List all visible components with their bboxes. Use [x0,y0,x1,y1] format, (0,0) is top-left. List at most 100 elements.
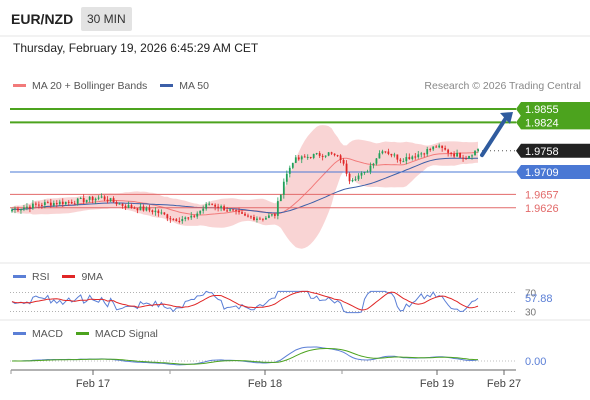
candle [23,204,25,212]
candle-body [238,210,240,213]
trend-arrow-head [500,111,513,124]
candle [384,151,387,154]
candle-body [130,205,133,208]
candle-body [178,220,181,222]
candle-body [235,210,237,212]
candle-body [208,203,211,205]
level-label-1.9626: 1.9626 [525,203,559,215]
candle [453,151,456,158]
candle [279,194,282,202]
candle-body [441,145,444,148]
candle [348,172,351,185]
candle [55,200,58,208]
candle-body [184,217,187,220]
candle-body [444,147,447,150]
legend-item-macd-signal[interactable]: MACD Signal [75,328,158,340]
candle-body [181,219,184,222]
candle [294,155,297,164]
chart-header: EUR/NZD 30 MIN [0,0,590,36]
candle-body [384,151,387,153]
candle-body [288,167,291,174]
legend-item-macd[interactable]: MACD [13,328,63,340]
candle-body [76,198,79,204]
legend-item-ma50[interactable]: MA 50 [160,80,209,92]
candle-body [115,202,118,205]
candle [297,154,300,161]
candle [208,201,211,206]
candle-body [109,198,112,202]
candle-body [133,207,136,209]
level-label-1.9824: 1.9824 [525,117,559,129]
candle-body [390,153,393,156]
x-tick-label-Feb 18: Feb 18 [248,378,282,390]
candle-body [34,203,37,205]
candle-body [315,153,318,155]
legend-label-macd-signal: MACD Signal [94,328,158,340]
interval-selector[interactable]: 30 MIN [81,7,132,31]
rsi-pane: 70 30 57.88 [10,288,553,319]
candle-body [163,212,166,215]
candle [121,203,124,209]
candle-body [369,165,372,172]
candle-body [312,154,315,158]
candle-body [381,151,384,154]
candle [187,216,190,221]
candle-body [405,157,408,162]
candle [408,153,411,160]
candle [226,206,228,213]
candle-body [190,215,193,218]
candle [32,200,34,210]
candle [381,149,384,155]
price-legend: MA 20 + Bollinger Bands MA 50 [13,80,209,92]
candle [169,216,172,223]
candle-body [345,163,348,174]
candle-body [52,203,55,206]
legend-item-9ma[interactable]: 9MA [62,271,103,283]
candle-body [61,201,64,205]
candle-body [112,198,115,203]
rsi-line [11,290,479,314]
candle-body [477,149,479,151]
candle [160,209,163,215]
candle [474,150,476,156]
candle-body [29,206,31,209]
candle-body [223,206,225,211]
candle [127,201,130,209]
candle [205,202,208,211]
candle [217,203,220,212]
candle-body [438,145,441,148]
candle [303,154,306,158]
candle [429,147,432,152]
candle-body [459,152,461,158]
candle [265,216,267,220]
candle [387,148,390,156]
legend-item-ma20[interactable]: MA 20 + Bollinger Bands [13,80,147,92]
candle [262,218,264,222]
candle [82,194,85,204]
candle [67,200,70,206]
candle [52,200,55,207]
candle [199,210,202,216]
candle [393,152,396,158]
candle-body [387,151,390,154]
candle-body [226,210,228,212]
candle [417,151,420,159]
candle-body [166,214,169,219]
candle-body [429,149,432,151]
candle [157,209,160,217]
candle [151,209,154,215]
candle-body [279,194,282,202]
legend-item-rsi[interactable]: RSI [13,271,50,283]
candle-body [20,209,22,211]
level-tag-1.9709 [516,164,590,179]
macd-line [11,346,479,366]
candle-body [214,204,217,207]
candle-body [399,159,402,162]
level-label-1.9855: 1.9855 [525,104,559,116]
price-levels [10,107,516,209]
candle [396,154,399,163]
bollinger-bands [12,125,478,249]
candle [259,216,261,220]
